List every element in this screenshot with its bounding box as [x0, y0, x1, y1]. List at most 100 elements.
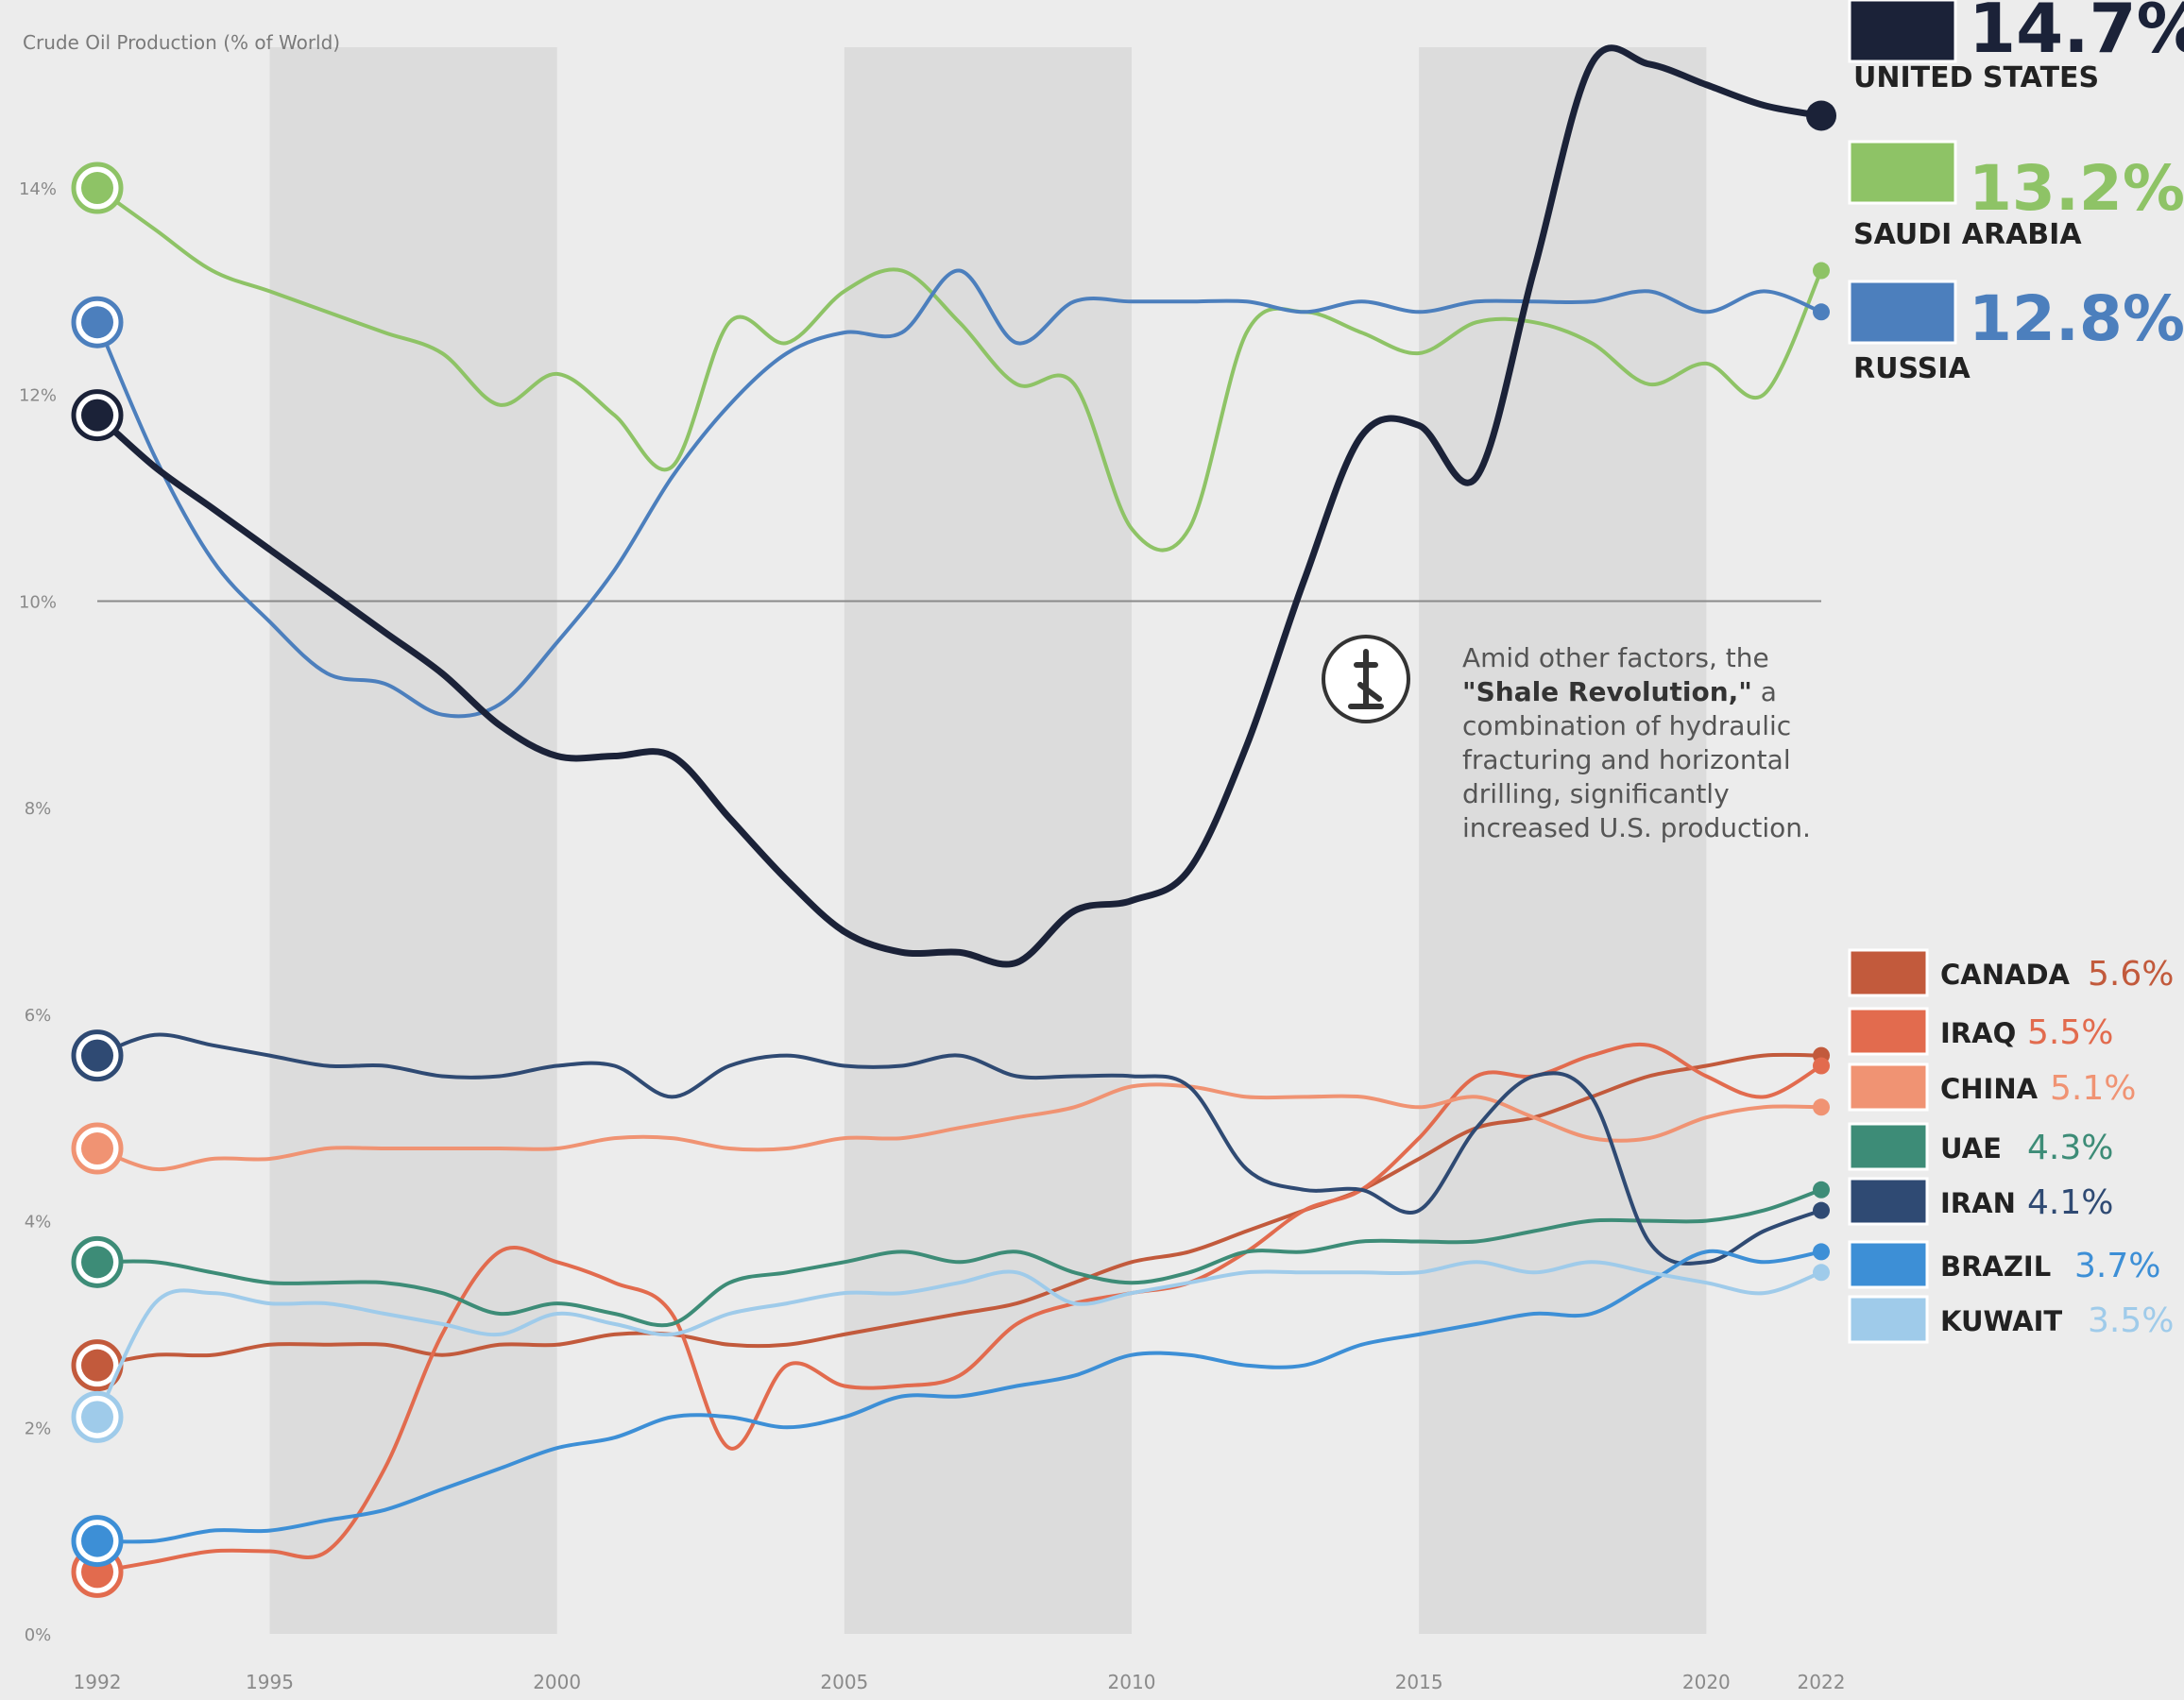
legend-item-kuwait: KUWAIT 3.5% — [1848, 1295, 2174, 1344]
legend-value: 5.6% — [2088, 955, 2174, 994]
series-end-point-uae — [1813, 1181, 1830, 1198]
flag-icon — [1848, 280, 1957, 345]
annotation-line: increased U.S. production. — [1462, 812, 1811, 843]
flag-icon — [1848, 140, 1957, 205]
legend-value: 5.1% — [2050, 1069, 2136, 1108]
legend-item-iran: IRAN 4.1% — [1848, 1177, 2113, 1226]
series-line-china — [95, 1082, 1823, 1172]
series-iran — [71, 1029, 1830, 1266]
shaded-band — [1419, 47, 1707, 1634]
annotation-line: Amid other factors, the — [1462, 642, 1769, 673]
axes: 0% 2% 4% 6% 8% 10% 12% 14% 1992 1995 2000 2005 2010 2… — [19, 179, 1845, 1693]
y-tick-label: 14% — [19, 179, 57, 199]
y-tick-label: 4% — [25, 1213, 52, 1232]
legend-name: CANADA — [1940, 959, 2071, 991]
series-line-brazil — [95, 1249, 1823, 1544]
series-end-point-iraq — [1813, 1057, 1830, 1075]
legend-item-united-states: 14.7%UNITED STATES — [1848, 0, 2184, 94]
legend-item-iraq: IRAQ 5.5% — [1848, 1007, 2113, 1056]
x-tick-label: 2015 — [1395, 1671, 1443, 1693]
legend-value: 14.7% — [1969, 0, 2184, 68]
series-end-point-kuwait — [1813, 1264, 1830, 1282]
series-line-iran — [95, 1032, 1823, 1266]
legend-value: 3.7% — [2074, 1247, 2160, 1285]
shaded-band — [269, 47, 557, 1634]
flag-icon — [81, 306, 113, 339]
series-russia — [71, 268, 1830, 719]
series-china — [71, 1082, 1830, 1175]
y-tick-label: 12% — [19, 386, 57, 406]
flag-icon — [81, 1349, 113, 1382]
flag-icon — [1848, 0, 1957, 63]
legend-name: KUWAIT — [1940, 1305, 2062, 1337]
x-tick-label: 2020 — [1682, 1671, 1731, 1693]
series-saudi-arabia — [71, 162, 1830, 552]
legend-value: 5.5% — [2027, 1013, 2113, 1052]
legend-item-uae: UAE 4.3% — [1848, 1122, 2113, 1171]
y-tick-label: 6% — [25, 1006, 52, 1026]
series-united-states — [71, 44, 1836, 968]
shaded-band — [844, 47, 1132, 1634]
shaded-bands — [269, 47, 1707, 1634]
x-tick-label: 1992 — [74, 1671, 122, 1693]
legend-value: 4.3% — [2027, 1129, 2113, 1167]
flag-icon — [81, 1132, 113, 1165]
flag-icon — [1848, 1177, 1929, 1226]
flag-icon — [81, 1524, 113, 1557]
y-tick-label: 0% — [25, 1625, 52, 1645]
annotation-rest: a — [1752, 676, 1777, 707]
series-end-point-brazil — [1813, 1243, 1830, 1261]
series-brazil — [71, 1243, 1830, 1568]
legend-name: UAE — [1940, 1132, 2002, 1164]
legend-item-brazil: BRAZIL 3.7% — [1848, 1240, 2160, 1289]
annotation-line: drilling, significantly — [1462, 778, 1730, 809]
flag-icon — [1848, 1295, 1929, 1344]
flag-icon — [1848, 1240, 1929, 1289]
legend-value: 4.1% — [2027, 1183, 2113, 1222]
legend-item-china: CHINA 5.1% — [1848, 1062, 2136, 1112]
x-tick-label: 2010 — [1108, 1671, 1156, 1693]
flag-icon — [81, 1401, 113, 1434]
series-kuwait — [71, 1260, 1830, 1443]
flag-icon — [81, 1039, 113, 1072]
legend-value: 12.8% — [1969, 282, 2184, 355]
series-lines — [71, 44, 1836, 1598]
legend-value: 13.2% — [1969, 152, 2184, 225]
legend-value: 3.5% — [2088, 1301, 2174, 1340]
oil-derrick-icon — [1322, 635, 1410, 723]
series-end-point-iran — [1813, 1201, 1830, 1219]
x-tick-label: 2022 — [1798, 1671, 1846, 1693]
flag-icon — [81, 172, 113, 205]
series-line-kuwait — [95, 1260, 1823, 1420]
legend-name: CHINA — [1940, 1073, 2039, 1105]
legend-name: RUSSIA — [1853, 352, 1971, 385]
x-tick-label: 2005 — [820, 1671, 868, 1693]
flag-icon — [81, 399, 113, 432]
legend-name: SAUDI ARABIA — [1853, 218, 2082, 251]
legend-name: BRAZIL — [1940, 1250, 2051, 1283]
flag-icon — [1848, 1007, 1929, 1056]
legend-other-producers: CANADA 5.6% IRAQ 5.5% CHINA 5.1% UAE 4.3% IRAN 4.… — [1848, 948, 2174, 1344]
legend-item-saudi-arabia: 13.2%SAUDI ARABIA — [1848, 140, 2184, 251]
legend-name: IRAN — [1940, 1187, 2016, 1219]
y-tick-label: 10% — [19, 592, 57, 612]
x-tick-label: 2000 — [533, 1671, 581, 1693]
annotation-line: fracturing and horizontal — [1462, 744, 1791, 775]
series-end-point-russia — [1813, 303, 1830, 321]
legend-item-canada: CANADA 5.6% — [1848, 948, 2174, 997]
series-end-point-united-states — [1806, 100, 1836, 131]
chart-title: Crude Oil Production (% of World) — [23, 31, 340, 54]
y-tick-label: 2% — [25, 1419, 52, 1438]
annotation-bold: "Shale Revolution," — [1462, 676, 1752, 707]
legend-name: IRAQ — [1940, 1017, 2016, 1049]
oil-derrick-icon-shape — [1348, 649, 1384, 709]
series-uae — [71, 1181, 1830, 1328]
annotation-line: combination of hydraulic — [1462, 710, 1791, 741]
flag-icon — [1848, 1062, 1929, 1112]
x-tick-label: 1995 — [246, 1671, 294, 1693]
series-end-point-china — [1813, 1098, 1830, 1116]
annotation-line: "Shale Revolution," a — [1462, 676, 1777, 707]
series-line-uae — [95, 1187, 1823, 1328]
y-tick-label: 8% — [25, 799, 52, 819]
